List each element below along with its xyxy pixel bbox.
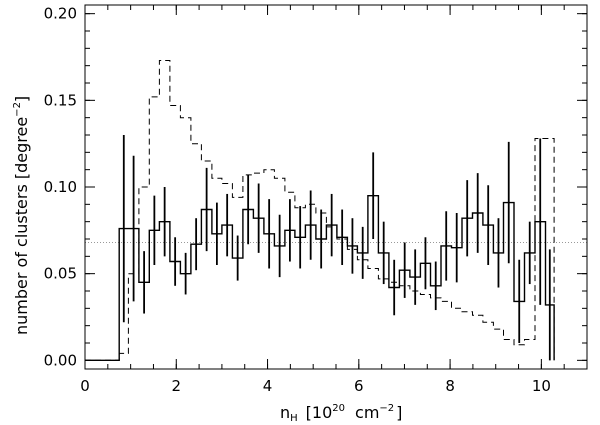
x-axis-label: nH [1020 cm−2]: [280, 403, 402, 424]
x-tick-label: 2: [171, 377, 181, 395]
y-tick-label: 0.05: [44, 265, 77, 283]
x-label-unit: cm: [355, 403, 379, 422]
x-label-main: n: [280, 403, 290, 422]
x-tick-label: 4: [263, 377, 273, 395]
y-tick-label: 0.15: [44, 91, 77, 109]
y-tick-label: 0.10: [44, 178, 77, 196]
x-tick-label: 0: [80, 377, 90, 395]
y-label-main: number of clusters [degree: [12, 117, 31, 335]
x-label-unit-exp: −2: [379, 403, 394, 414]
plot-frame: [84, 4, 588, 370]
x-label-rest: [10: [306, 403, 333, 422]
x-label-exp: 20: [332, 403, 345, 414]
x-tick-label: 6: [354, 377, 364, 395]
y-label-close: ]: [12, 96, 31, 102]
svg-text:number of clusters [degree−2]: number of clusters [degree−2]: [12, 96, 31, 335]
x-label-sub: H: [290, 413, 298, 424]
series-dashed-line: [85, 60, 555, 361]
x-label-close: ]: [396, 403, 402, 422]
series-solid-line: [85, 195, 555, 361]
plot-area: 0 2 4 6 8 10 0.00 0.05 0.10 0.15 0.20: [44, 4, 588, 395]
x-tick-label: 10: [532, 377, 551, 395]
y-tick-label: 0.00: [44, 351, 77, 369]
x-tick-label: 8: [445, 377, 455, 395]
y-tick-label: 0.20: [44, 5, 77, 23]
y-axis-label: number of clusters [degree−2]: [12, 96, 31, 335]
y-label-exp: −2: [12, 102, 23, 117]
